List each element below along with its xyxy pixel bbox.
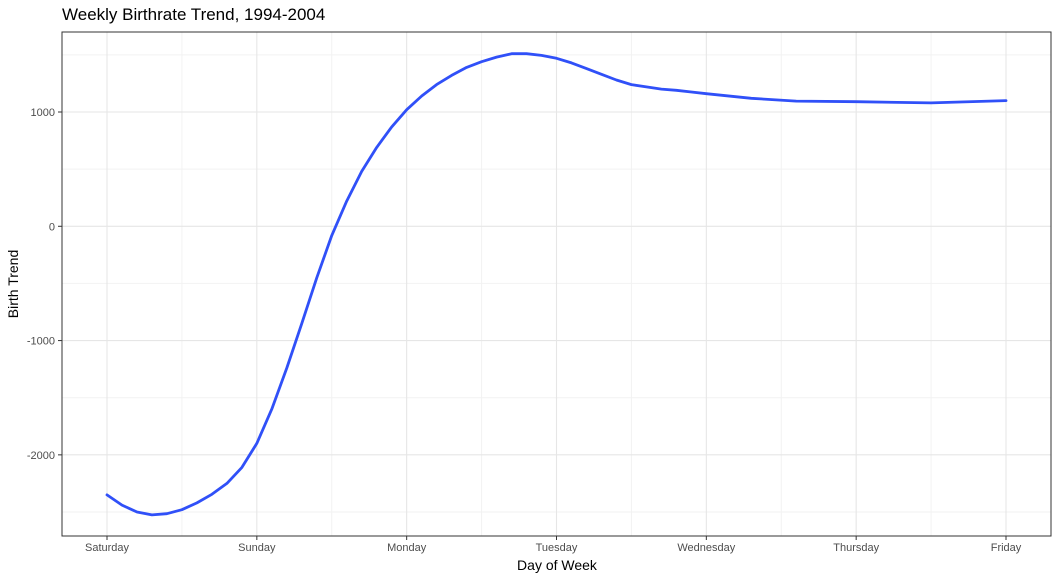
trend-line bbox=[105, 52, 1008, 517]
y-axis-title: Birth Trend bbox=[5, 250, 21, 318]
x-tick-label: Friday bbox=[991, 542, 1022, 554]
y-tick-label: 1000 bbox=[31, 107, 55, 119]
panel-border bbox=[61, 31, 1052, 537]
x-tick-label: Saturday bbox=[85, 542, 130, 554]
x-tick-label: Wednesday bbox=[677, 542, 735, 554]
y-tick-label: -1000 bbox=[27, 336, 55, 348]
x-tick-label: Monday bbox=[387, 542, 427, 554]
x-tick-label: Thursday bbox=[833, 542, 879, 554]
chart-title: Weekly Birthrate Trend, 1994-2004 bbox=[62, 5, 325, 24]
y-tick-label: -2000 bbox=[27, 450, 55, 462]
x-tick-label: Tuesday bbox=[536, 542, 578, 554]
x-tick-label: Sunday bbox=[238, 542, 276, 554]
y-tick-label: 0 bbox=[49, 221, 55, 233]
plot-area: Saturday Sunday Monday Tuesday Wednesday Thur… bbox=[27, 31, 1052, 554]
x-axis-title: Day of Week bbox=[517, 557, 598, 573]
